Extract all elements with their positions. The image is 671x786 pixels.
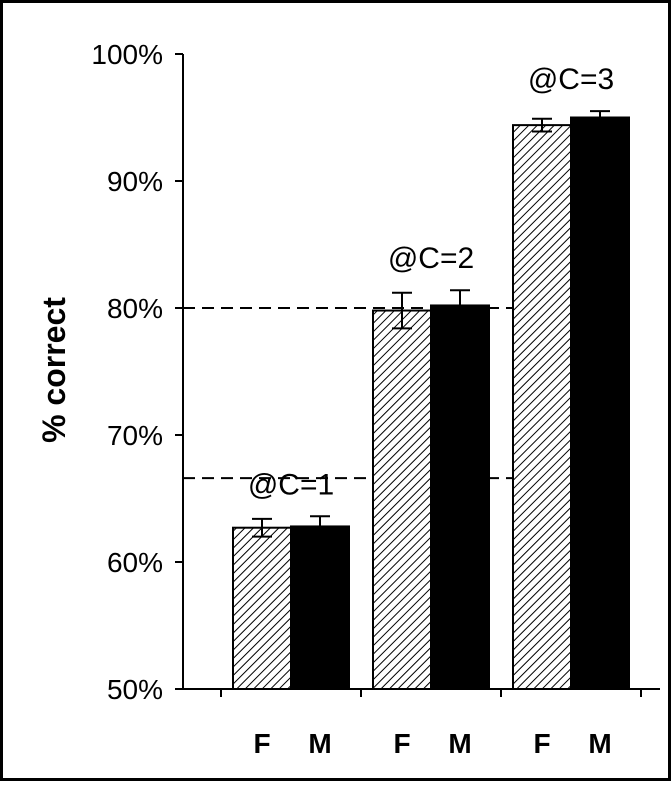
y-axis-title: % correct bbox=[36, 297, 72, 443]
x-category-label: F bbox=[533, 728, 550, 759]
bar-f bbox=[512, 124, 572, 691]
y-tick-label: 70% bbox=[107, 420, 163, 451]
y-tick-label: 100% bbox=[91, 39, 163, 70]
bar-m bbox=[570, 116, 630, 690]
group-label: @C=3 bbox=[528, 63, 614, 96]
y-tick-label: 80% bbox=[107, 293, 163, 324]
group-label: @C=1 bbox=[248, 468, 334, 501]
y-tick-label: 60% bbox=[107, 547, 163, 578]
bar-f bbox=[232, 526, 292, 691]
y-tick-label: 90% bbox=[107, 166, 163, 197]
x-category-label: F bbox=[253, 728, 270, 759]
bar-m bbox=[430, 304, 490, 690]
x-category-label: M bbox=[308, 728, 331, 759]
x-category-label: M bbox=[448, 728, 471, 759]
x-category-label: F bbox=[393, 728, 410, 759]
y-tick-label: 50% bbox=[107, 674, 163, 705]
x-category-label: M bbox=[588, 728, 611, 759]
group-label: @C=2 bbox=[388, 242, 474, 275]
bar-m bbox=[290, 525, 350, 690]
bar-f bbox=[372, 309, 432, 690]
plot-area: 50% 60% 70% 80% 90% 100% F M @C=1 F M @C=2 F M @C=3 bbox=[91, 39, 660, 759]
